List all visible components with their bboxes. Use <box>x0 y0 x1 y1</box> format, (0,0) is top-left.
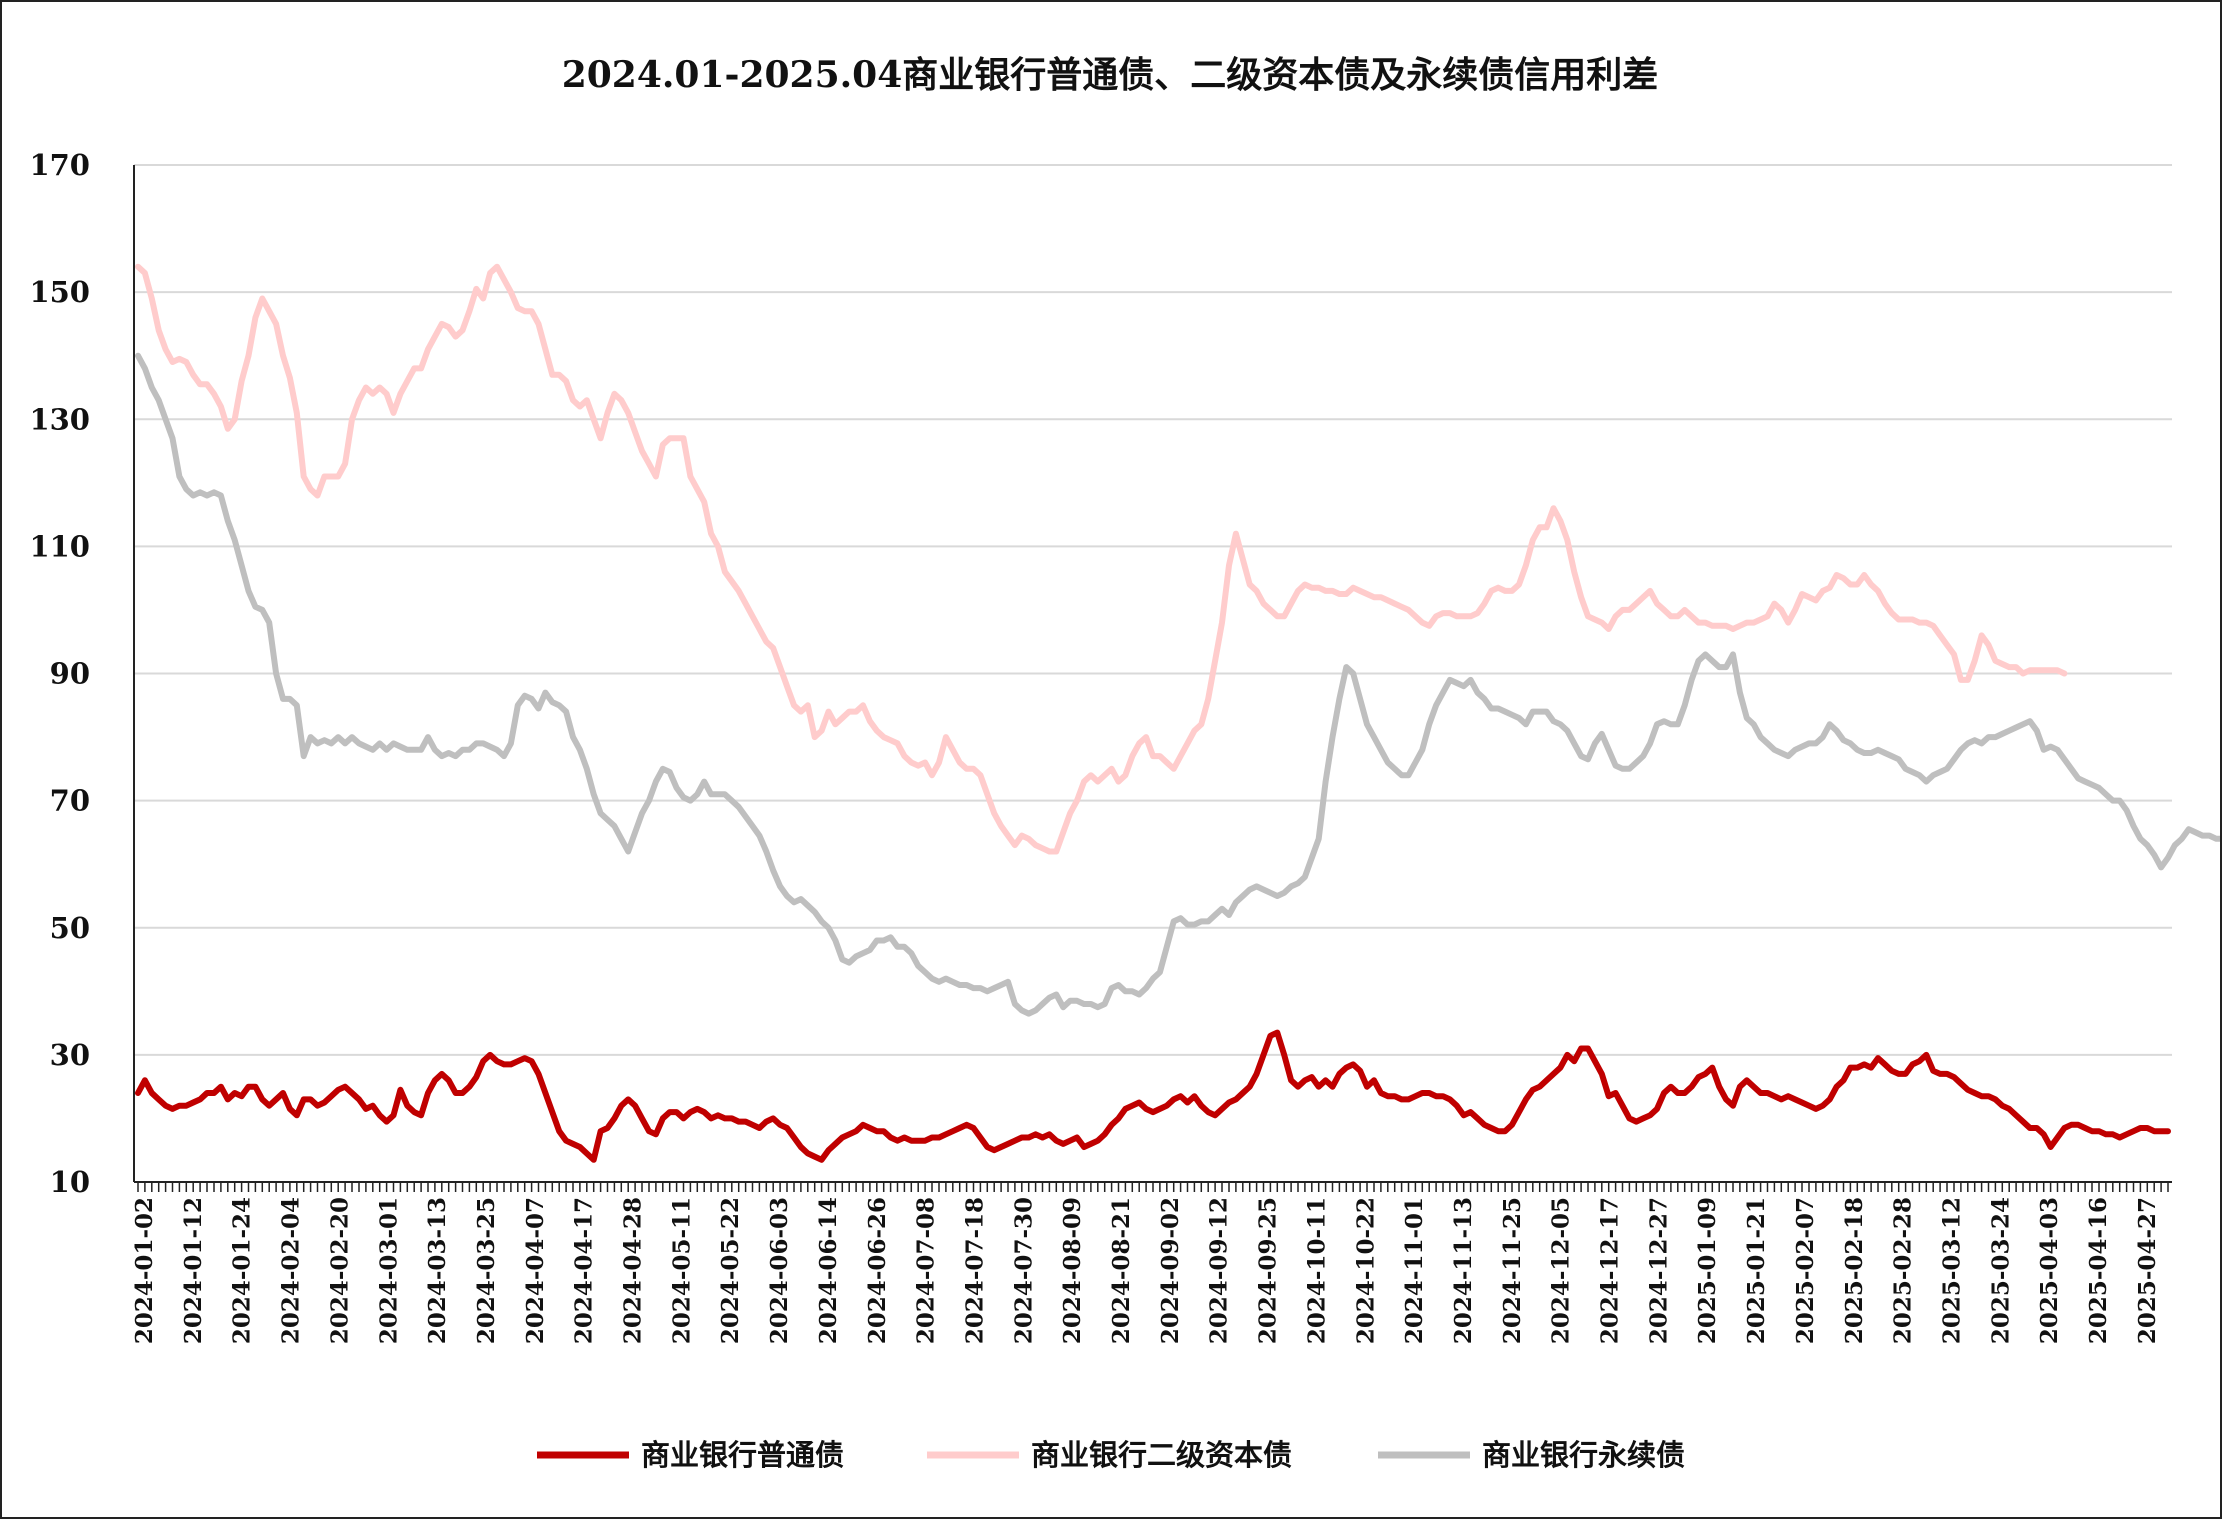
x-tick-label: 2024-07-30 <box>1010 1197 1037 1344</box>
series-line-1 <box>135 1029 2171 1163</box>
x-tick-label: 2024-07-08 <box>913 1197 940 1344</box>
x-tick-label: 2024-02-20 <box>326 1197 353 1344</box>
x-tick-label: 2024-06-03 <box>766 1197 793 1344</box>
x-tick-label: 2024-08-09 <box>1059 1197 1086 1344</box>
chart-title: 2024.01-2025.04商业银行普通债、二级资本债及永续债信用利差 <box>562 54 1659 96</box>
x-tick-label: 2024-11-01 <box>1401 1197 1428 1344</box>
x-tick-label: 2024-01-02 <box>131 1197 158 1344</box>
x-tick-label: 2025-02-28 <box>1890 1197 1917 1344</box>
series-line-3 <box>135 352 2220 1017</box>
grid-layer <box>134 164 2172 1056</box>
x-tick-label: 2024-09-25 <box>1255 1197 1282 1344</box>
x-tick-label: 2024-07-18 <box>962 1197 989 1344</box>
x-tick-label: 2024-03-13 <box>424 1197 451 1344</box>
x-tick-label: 2024-04-17 <box>571 1197 598 1344</box>
x-tick-label: 2024-01-12 <box>180 1197 207 1344</box>
x-tick-label: 2024-12-05 <box>1548 1197 1575 1344</box>
x-tick-label: 2024-12-17 <box>1597 1197 1624 1344</box>
x-tick-label: 2024-05-11 <box>668 1197 695 1344</box>
x-tick-label: 2025-04-03 <box>2036 1197 2063 1344</box>
x-tick-label: 2024-03-01 <box>375 1197 402 1344</box>
legend: 商业银行普通债 商业银行二级资本债 商业银行永续债 <box>537 1438 1685 1472</box>
y-tick-label: 150 <box>29 275 90 309</box>
x-tick-label: 2024-08-21 <box>1108 1197 1135 1344</box>
legend-item: 商业银行永续债 <box>1378 1438 1685 1472</box>
x-tick-label: 2025-04-16 <box>2085 1197 2112 1344</box>
y-tick-label: 130 <box>29 402 90 436</box>
axis-layer: 10 30 50 70 90 110 130 150 170 2024-01-02 2024-01-… <box>29 148 2172 1344</box>
x-tick-label: 2025-01-21 <box>1743 1197 1770 1344</box>
x-tick-label: 2025-03-24 <box>1987 1197 2014 1344</box>
legend-label: 商业银行普通债 <box>641 1438 844 1472</box>
x-tick-label: 2024-11-25 <box>1499 1197 1526 1344</box>
x-tick-label: 2024-02-04 <box>278 1197 305 1344</box>
x-tick-label: 2024-10-11 <box>1303 1197 1330 1344</box>
x-tick-label: 2024-06-14 <box>815 1197 842 1344</box>
x-tick-label: 2025-02-18 <box>1841 1197 1868 1344</box>
y-tick-label: 30 <box>50 1038 90 1072</box>
series-layer <box>135 263 2220 1163</box>
x-tick-label: 2024-04-28 <box>620 1197 647 1344</box>
y-tick-label: 70 <box>50 784 90 818</box>
x-tick-label: 2024-12-27 <box>1645 1197 1672 1344</box>
x-tick-label: 2025-03-12 <box>1939 1197 1966 1344</box>
legend-label: 商业银行二级资本债 <box>1031 1438 1292 1472</box>
x-tick-label: 2024-01-24 <box>229 1197 256 1344</box>
y-tick-label: 170 <box>29 148 90 182</box>
x-tick-label: 2024-04-07 <box>522 1197 549 1344</box>
x-tick-label: 2024-05-22 <box>717 1197 744 1344</box>
x-tick-label: 2024-11-13 <box>1450 1197 1477 1344</box>
y-tick-label: 110 <box>29 529 90 563</box>
legend-item: 商业银行二级资本债 <box>927 1438 1292 1472</box>
x-tick-label: 2024-03-25 <box>473 1197 500 1344</box>
x-tick-label: 2025-01-09 <box>1694 1197 1721 1344</box>
legend-item: 商业银行普通债 <box>537 1438 844 1472</box>
x-tick-label: 2024-06-26 <box>864 1197 891 1344</box>
y-tick-label: 50 <box>50 911 90 945</box>
x-tick-label: 2024-10-22 <box>1352 1197 1379 1344</box>
legend-label: 商业银行永续债 <box>1482 1438 1685 1472</box>
x-tick-label: 2025-02-07 <box>1792 1197 1819 1344</box>
x-axis-ticks <box>137 1182 2169 1192</box>
y-tick-label: 10 <box>50 1165 90 1199</box>
x-tick-label: 2024-09-02 <box>1157 1197 1184 1344</box>
series-line-2 <box>135 263 2068 855</box>
x-tick-label: 2024-09-12 <box>1206 1197 1233 1344</box>
y-tick-label: 90 <box>50 657 90 691</box>
x-tick-label: 2025-04-27 <box>2134 1197 2161 1344</box>
